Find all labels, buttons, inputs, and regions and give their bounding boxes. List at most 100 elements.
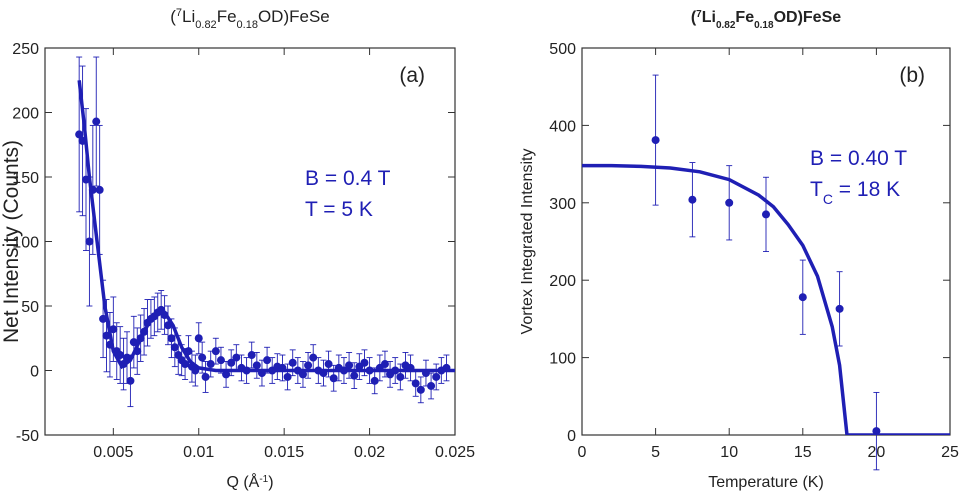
chart-title-part: ( [170,7,176,26]
data-point [380,360,389,369]
y-axis-label-part: Net Intensity (Counts) [0,140,23,343]
y-tick-label: 0 [567,428,576,445]
y-tick-label: 250 [12,41,39,58]
data-point [126,376,135,385]
annotation: (a) [399,64,425,87]
annotation: TC = 18 K [810,178,900,207]
data-point [360,358,369,367]
data-point [247,351,256,360]
y-tick-label: 400 [549,118,576,135]
x-axis-label: Q (Å-1) [226,472,273,491]
chart-title: (7Li0.82Fe0.18OD)FeSe [691,9,841,31]
data-point [167,334,176,343]
x-tick-label: 10 [720,444,738,461]
annotation-part: C [823,191,833,207]
data-point [92,117,101,126]
fit-line [77,80,455,373]
x-tick-label: 15 [794,444,812,461]
x-tick-label: 0.005 [93,444,133,461]
data-point [201,372,210,381]
x-axis-label-part: Temperature (K) [708,474,824,491]
data-point [232,353,241,362]
chart-title-part: OD)FeSe [774,9,842,26]
y-tick-label: 500 [549,41,576,58]
data-point [725,198,734,207]
annotation: T = 5 K [305,198,373,221]
y-tick-label: 200 [549,273,576,290]
data-point [427,381,436,390]
data-point [75,130,84,139]
chart-title-part: 0.18 [237,19,258,31]
y-tick-label: 300 [549,196,576,213]
data-point [324,360,333,369]
annotation-part: B = 0.4 T [305,167,391,190]
y-tick-label: 200 [12,106,39,123]
chart-title-part: ( [691,9,697,26]
fit-line [582,163,950,435]
data-point [432,372,441,381]
data-point [345,361,354,370]
plot-frame [581,47,951,436]
data-point [95,185,104,194]
data-point [227,358,236,367]
x-tick-label: 0.02 [354,444,385,461]
data-point [651,136,660,145]
chart-title-part: 7 [176,7,182,19]
data-point [396,372,405,381]
data-point [688,195,697,204]
y-tick-label: 100 [549,351,576,368]
y-tick-label: -50 [16,428,39,445]
data-point [222,370,231,379]
data-point [206,360,215,369]
data-point [216,356,225,365]
chart-title-part: 0.18 [754,20,774,31]
chart-title-part: OD)FeSe [258,7,330,26]
data-point [198,353,207,362]
data-point [211,347,220,356]
data-point [170,343,179,352]
data-point [263,356,272,365]
x-tick-label: 0 [578,444,587,461]
data-point [350,371,359,380]
data-point [872,427,881,436]
y-axis-label-part: Vortex Integrated Intensity [519,149,536,335]
x-axis-label: Temperature (K) [708,474,824,491]
chart-title-part: 0.82 [195,19,216,31]
data-point [411,379,420,388]
chart-title-part: 7 [696,9,702,20]
data-point [283,372,292,381]
data-point [129,338,138,347]
chart-title-part: 0.82 [716,20,736,31]
data-point [85,237,94,246]
x-axis-label-part: ) [268,474,273,491]
y-tick-label: 150 [12,170,39,187]
data-point [309,353,318,362]
annotation-part: B = 0.40 T [810,147,907,170]
x-axis-label-part: Q (Å [226,472,259,491]
annotation: B = 0.4 T [305,167,391,190]
x-tick-label: 0.015 [264,444,304,461]
data-point [370,376,379,385]
data-point [288,358,297,367]
y-tick-label: 100 [12,235,39,252]
annotation-part: = 18 K [833,178,900,201]
data-point [762,210,770,219]
chart-title-part: Fe [735,9,754,26]
x-tick-label: 0.025 [435,444,475,461]
y-tick-label: 50 [21,299,39,316]
chart-title-part: Fe [217,7,237,26]
annotation: B = 0.40 T [810,147,907,170]
annotation: (b) [899,64,925,87]
x-axis-label-part: -1 [259,474,268,485]
data-point [304,361,313,370]
annotation-part: (b) [899,64,925,87]
data-point [416,385,425,394]
annotation-part: T [810,178,823,201]
x-tick-label: 5 [651,444,660,461]
chart-title-part: Li [702,9,716,26]
annotation-part: T = 5 K [305,198,373,221]
chart-title-part: Li [182,7,195,26]
data-point [798,293,807,302]
